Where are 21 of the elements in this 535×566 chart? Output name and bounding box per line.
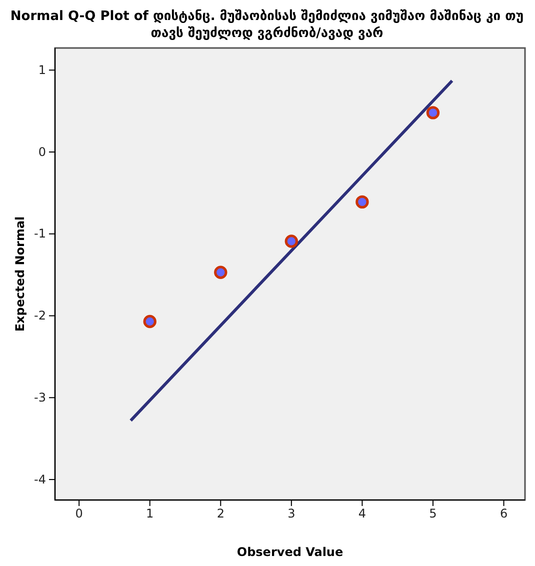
x-tick-label: 0 <box>75 506 83 521</box>
point <box>284 234 298 248</box>
point <box>214 266 228 279</box>
x-tick-label: 1 <box>146 506 154 521</box>
y-tick-label: -4 <box>34 472 46 486</box>
chart-title: Normal Q-Q Plot of დისტანც. მუშაობისას შემიძლია ვიმუშაო მაშინაც კი თუ თავს შეუძლოდ ვგრძნობ/ავად ვარ <box>10 9 524 41</box>
x-tick-label: 4 <box>358 506 366 521</box>
point <box>356 195 369 209</box>
y-tick-label: -2 <box>34 308 46 323</box>
point <box>426 106 440 120</box>
x-tick-label: 2 <box>216 506 224 521</box>
y-tick-label: -3 <box>34 390 46 404</box>
y-axis-title: Expected Normal <box>13 216 27 332</box>
y-tick-label: -1 <box>34 226 46 241</box>
y-tick-label: 1 <box>38 62 46 77</box>
x-axis-title: Observed Value <box>236 545 344 559</box>
y-tick-label: 0 <box>38 144 46 159</box>
point <box>143 314 156 328</box>
x-tick-label: 3 <box>288 506 296 521</box>
x-tick-label: 5 <box>429 506 437 521</box>
x-tick-label: 6 <box>500 506 508 521</box>
